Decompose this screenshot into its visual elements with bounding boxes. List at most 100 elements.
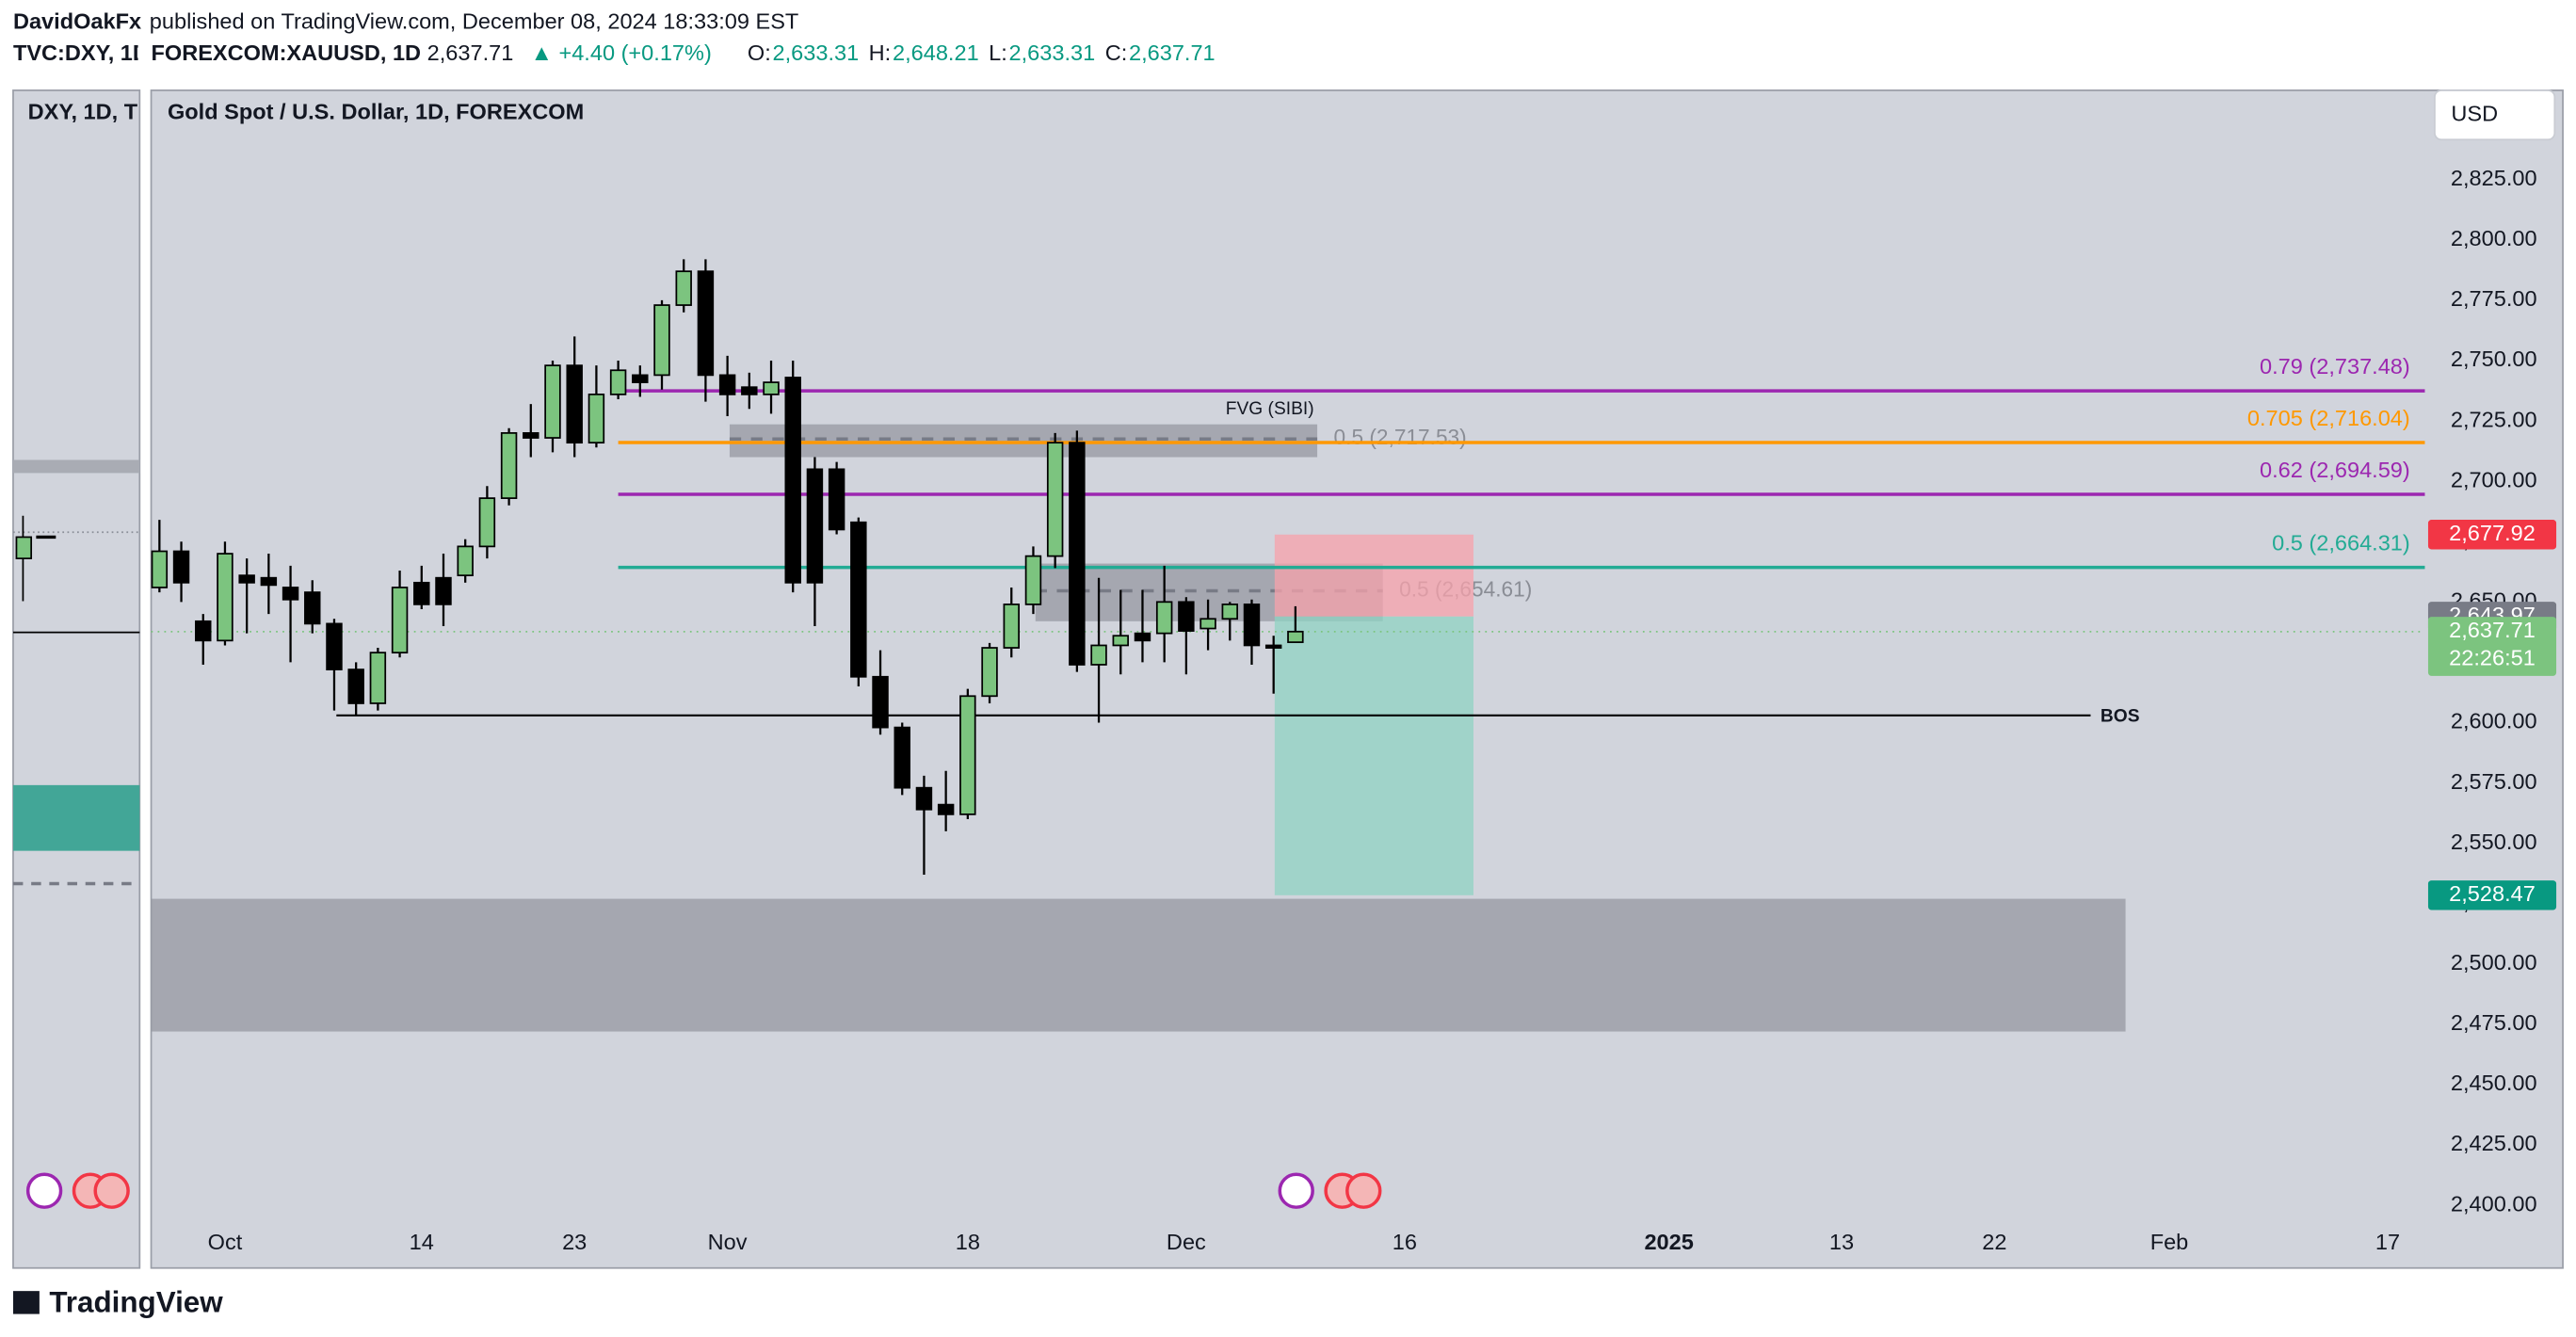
candle-body — [326, 622, 343, 670]
x-tick-label: 2025 — [1644, 1230, 1693, 1254]
chart-title: Gold Spot / U.S. Dollar, 1D, FOREXCOM — [168, 100, 584, 124]
y-tick-label: 2,750.00 — [2451, 346, 2537, 371]
ohlc-value: 2,648.21 — [893, 40, 979, 65]
dxy-symbol: TVC:DXY, 1D — [13, 40, 149, 65]
price-tag-label: 2,528.47 — [2449, 881, 2536, 906]
candle-body — [1243, 604, 1261, 647]
zone-label: FVG (SIBI) — [1226, 399, 1314, 419]
dxy-title: DXY, 1D, T — [28, 100, 138, 124]
y-tick-label: 2,825.00 — [2451, 166, 2537, 190]
candle-body — [1046, 442, 1064, 557]
y-tick-label: 2,475.00 — [2451, 1010, 2537, 1035]
candle-body — [500, 432, 518, 499]
x-tick-label: 22 — [1982, 1230, 2006, 1254]
fib-label: 0.705 (2,716.04) — [2247, 406, 2410, 430]
candle-body — [872, 675, 889, 729]
candle-body — [413, 581, 430, 605]
currency-button[interactable] — [2434, 89, 2556, 141]
x-tick-label: Feb — [2150, 1230, 2189, 1254]
dxy-zone — [12, 784, 140, 851]
candle-body — [1134, 632, 1151, 642]
candle-body — [217, 553, 233, 642]
y-tick-label: 2,600.00 — [2451, 709, 2537, 733]
candle-body — [741, 386, 758, 395]
candle-body — [1264, 644, 1282, 649]
event-icon[interactable] — [1278, 1172, 1314, 1209]
candle-body — [653, 304, 670, 377]
candle-body — [588, 394, 605, 444]
candle-body — [632, 374, 649, 383]
candle-body — [435, 576, 452, 605]
ohlc: O: 2,633.31 H: 2,648.21 L: 2,633.31 C: 2,637.71 — [748, 40, 1216, 65]
y-tick-label: 2,800.00 — [2451, 226, 2537, 250]
candle-body — [937, 803, 955, 815]
candle-body — [391, 587, 409, 654]
candle-body — [238, 574, 255, 584]
ohlc-value: 2,633.31 — [773, 40, 860, 65]
y-tick-label: 2,500.00 — [2451, 950, 2537, 975]
candle-body — [478, 497, 496, 548]
plot: 0.5 (2,717.53)FVG (SIBI)0.5 (2,654.61)0.… — [151, 166, 2557, 1254]
candle-body — [675, 270, 692, 306]
dxy-pane — [12, 89, 141, 1269]
y-tick-label: 2,550.00 — [2451, 830, 2537, 854]
candle-body — [304, 591, 321, 625]
candle-body — [369, 652, 387, 704]
candle-body — [1178, 601, 1195, 632]
candle-body — [959, 695, 976, 815]
y-tick-label: 2,575.00 — [2451, 769, 2537, 794]
fib-label: 0.62 (2,694.59) — [2260, 458, 2410, 482]
y-tick-label: 2,450.00 — [2451, 1071, 2537, 1095]
dxy-zone — [12, 459, 140, 474]
price-tag — [2427, 880, 2557, 910]
candle-body — [566, 364, 583, 444]
brand: TradingView — [49, 1285, 223, 1318]
x-tick-label: 18 — [956, 1230, 980, 1254]
candle-body — [697, 270, 715, 377]
event-icon[interactable] — [1345, 1172, 1382, 1209]
x-tick-label: Dec — [1167, 1230, 1206, 1254]
candle-body — [1090, 644, 1107, 666]
currency[interactable]: USD — [2451, 101, 2498, 125]
price-tag — [2427, 520, 2557, 550]
dxy-candle — [15, 536, 33, 559]
publisher: DavidOakFx — [13, 9, 141, 34]
candle-body — [1221, 604, 1239, 620]
symbol: FOREXCOM:XAUUSD, 1D — [152, 40, 422, 65]
candle-body — [784, 377, 801, 584]
y-tick-label: 2,700.00 — [2451, 467, 2537, 491]
candle-body — [1155, 601, 1173, 635]
price-tag-countdown: 22:26:51 — [2449, 646, 2536, 670]
candle-body — [151, 550, 169, 588]
candle-body — [1287, 630, 1304, 643]
clip — [137, 39, 152, 70]
candle-body — [1112, 635, 1129, 647]
candle-body — [763, 381, 780, 395]
x-tick-label: 17 — [2375, 1230, 2400, 1254]
candle-body — [544, 364, 561, 439]
candle-body — [850, 521, 867, 678]
x-tick-label: Nov — [708, 1230, 748, 1254]
y-tick-label: 2,775.00 — [2451, 286, 2537, 311]
candle-body — [282, 587, 299, 601]
x-tick-label: Oct — [208, 1230, 243, 1254]
zone — [1274, 616, 1473, 895]
x-tick-label: 13 — [1829, 1230, 1854, 1254]
fib-label: 0.5 (2,664.31) — [2272, 530, 2410, 555]
ohlc-key: O: — [748, 40, 771, 65]
candle-body — [172, 550, 190, 584]
candle-body — [1003, 604, 1020, 649]
candle-body — [1024, 555, 1042, 605]
candle-body — [915, 786, 933, 811]
candle-body — [806, 468, 824, 584]
y-tick-label: 2,425.00 — [2451, 1131, 2537, 1155]
ohlc-key: L: — [989, 40, 1007, 65]
candle-body — [718, 374, 736, 395]
event-icon[interactable] — [93, 1172, 130, 1209]
ohlc-value: 2,633.31 — [1009, 40, 1096, 65]
event-icon[interactable] — [25, 1172, 63, 1209]
zone — [729, 424, 1318, 458]
fib-label: 0.79 (2,737.48) — [2260, 354, 2410, 379]
y-tick-label: 2,400.00 — [2451, 1191, 2537, 1216]
